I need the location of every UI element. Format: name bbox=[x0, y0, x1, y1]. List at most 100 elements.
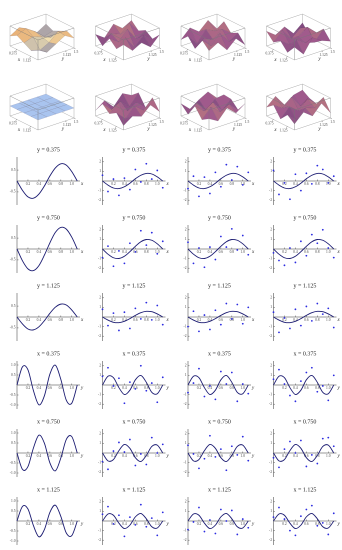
y-tick-label: 1 bbox=[99, 373, 101, 377]
data-point bbox=[128, 242, 131, 245]
x-tick bbox=[200, 126, 203, 128]
x-tick-label: 0.2 bbox=[282, 182, 287, 186]
curve bbox=[102, 310, 163, 324]
y-tick-label: -2 bbox=[98, 266, 101, 270]
curve bbox=[16, 364, 78, 406]
box-edge bbox=[95, 95, 124, 111]
curve bbox=[16, 163, 78, 199]
box-edge bbox=[37, 117, 75, 131]
data-point bbox=[225, 163, 228, 166]
y-tick-label: 1 bbox=[99, 169, 101, 173]
data-point bbox=[214, 258, 217, 261]
x-tick-label: 0.375 bbox=[180, 51, 188, 55]
x-axis-label: y bbox=[251, 522, 255, 527]
data-point bbox=[156, 452, 159, 454]
y-tick-label: 2 bbox=[185, 228, 187, 232]
x-tick-label: 0.4 bbox=[293, 454, 298, 458]
y-tick-label: -0.5 bbox=[10, 529, 16, 533]
x-tick-label: 0.6 bbox=[48, 250, 53, 254]
data-point bbox=[278, 331, 280, 334]
x-tick-label: 1.0 bbox=[155, 318, 160, 322]
data-point bbox=[294, 452, 297, 454]
x-tick-label: 0.4 bbox=[37, 522, 42, 526]
data-point bbox=[192, 521, 195, 523]
x-tick-label: 1.0 bbox=[70, 250, 75, 254]
y-tick-label: -2 bbox=[184, 402, 187, 406]
x-tick-label: 0.2 bbox=[111, 318, 116, 322]
curve bbox=[273, 512, 335, 530]
box-edge bbox=[266, 13, 303, 27]
y-tick bbox=[244, 117, 247, 120]
data-point bbox=[161, 443, 164, 446]
box-edge bbox=[95, 25, 124, 41]
x-tick-label: 0.6 bbox=[133, 386, 138, 390]
y-tick-label: -2 bbox=[184, 266, 187, 270]
x-tick-label: 0.2 bbox=[197, 522, 202, 526]
data-point bbox=[203, 314, 206, 316]
x-tick-label: 1.0 bbox=[155, 250, 160, 254]
x-tick-label: 0.375 bbox=[9, 51, 17, 55]
data-point bbox=[123, 535, 126, 538]
box-edge bbox=[180, 83, 218, 97]
box-edge bbox=[208, 47, 246, 61]
data-point bbox=[118, 194, 120, 197]
box-edge bbox=[9, 95, 39, 111]
x-axis-label: y bbox=[80, 454, 84, 459]
y-tick-label: 1.5 bbox=[159, 120, 164, 124]
x-tick-label: 0.8 bbox=[230, 182, 235, 186]
x-tick-label: 0.4 bbox=[293, 522, 298, 526]
data-point bbox=[247, 459, 250, 462]
curve bbox=[187, 310, 249, 324]
box-edge bbox=[216, 83, 246, 99]
surface-patch bbox=[125, 37, 142, 51]
x-tick-label: 1.0 bbox=[70, 386, 75, 390]
y-tick-label: -2 bbox=[269, 198, 272, 202]
data-point bbox=[139, 181, 142, 183]
x-tick-label: 0.8 bbox=[315, 250, 320, 254]
y-tick-label: -2 bbox=[184, 538, 187, 542]
data-point bbox=[118, 441, 120, 444]
box-edge bbox=[180, 45, 210, 61]
y-tick-label: -2 bbox=[269, 334, 272, 338]
x-tick-label: 0.8 bbox=[230, 318, 235, 322]
data-point bbox=[139, 453, 142, 455]
y-tick bbox=[150, 120, 153, 123]
data-point bbox=[327, 533, 330, 536]
x-axis-label: y bbox=[166, 454, 170, 459]
panel-title: x = 1.125 bbox=[294, 487, 317, 493]
data-point bbox=[321, 168, 324, 171]
x-tick-label: 0.375 bbox=[265, 121, 273, 125]
data-point bbox=[123, 262, 126, 265]
x-tick-label: 0.2 bbox=[111, 454, 116, 458]
x-tick-label: 0.6 bbox=[48, 454, 53, 458]
data-point bbox=[101, 375, 104, 378]
x-tick-label: 0.2 bbox=[26, 318, 31, 322]
x-tick-label: 0.2 bbox=[26, 522, 31, 526]
x-tick-label: 0.8 bbox=[144, 318, 149, 322]
x-tick-label: 0.375 bbox=[94, 51, 102, 55]
curve bbox=[273, 172, 335, 190]
x-tick-label: 0.4 bbox=[122, 250, 127, 254]
data-point bbox=[187, 187, 189, 190]
box-edge bbox=[208, 97, 246, 111]
x-tick bbox=[100, 49, 103, 51]
panel-title: x = 1.125 bbox=[208, 487, 231, 493]
x-axis-label: y bbox=[80, 522, 84, 527]
y-tick-label: 1.125 bbox=[148, 53, 156, 57]
x-tick-label: 0.4 bbox=[37, 182, 42, 186]
data-point bbox=[278, 368, 280, 371]
data-point bbox=[192, 382, 195, 384]
data-point bbox=[310, 319, 313, 322]
y-tick-label: 1.5 bbox=[74, 50, 79, 54]
data-point bbox=[198, 367, 200, 370]
data-point bbox=[236, 454, 239, 456]
box-edge bbox=[37, 27, 75, 41]
data-point bbox=[107, 245, 109, 248]
data-point bbox=[289, 198, 291, 201]
x-tick-label: 0.2 bbox=[26, 250, 31, 254]
data-point bbox=[219, 235, 222, 238]
y-tick-label: 2 bbox=[99, 160, 101, 164]
y-axis-label: y bbox=[317, 57, 321, 62]
x-tick-label: 0.375 bbox=[94, 121, 102, 125]
data-point bbox=[107, 366, 109, 369]
